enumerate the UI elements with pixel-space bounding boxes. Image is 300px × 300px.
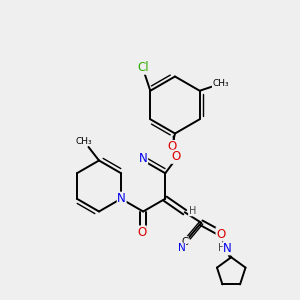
Text: Cl: Cl <box>137 61 148 74</box>
Text: N: N <box>117 192 126 205</box>
Text: N: N <box>139 152 148 165</box>
Text: O: O <box>137 226 146 239</box>
Text: O: O <box>216 228 225 241</box>
Text: N: N <box>178 243 186 253</box>
Text: CH₃: CH₃ <box>212 79 229 88</box>
Text: N: N <box>223 242 232 255</box>
Text: H: H <box>189 206 196 216</box>
Text: O: O <box>171 150 180 163</box>
Text: H: H <box>218 243 225 253</box>
Text: O: O <box>167 140 177 154</box>
Text: CH₃: CH₃ <box>76 136 92 146</box>
Text: C: C <box>182 237 188 247</box>
